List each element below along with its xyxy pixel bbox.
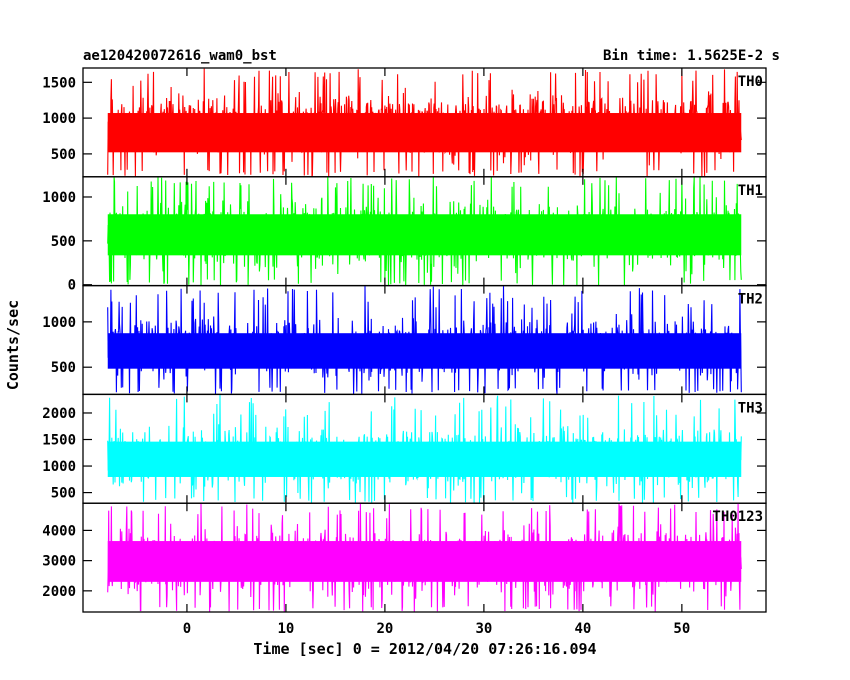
x-tick-label: 50: [673, 621, 690, 637]
y-tick-label: 0: [68, 278, 76, 294]
panel-label-th2: TH2: [738, 292, 763, 308]
panel-frame: [82, 502, 767, 613]
y-tick-label: 1000: [42, 190, 76, 206]
panel-label-th3: TH3: [738, 400, 763, 416]
y-tick-label: 1500: [42, 433, 76, 449]
y-tick-label: 500: [51, 234, 76, 250]
x-tick-label: 0: [183, 621, 191, 637]
y-tick-label: 500: [51, 486, 76, 502]
y-tick-label: 500: [51, 360, 76, 376]
y-axis-label: Counts/sec: [4, 300, 22, 390]
series-band-th0123: [107, 541, 742, 582]
y-tick-label: 1500: [42, 75, 76, 91]
y-tick-label: 1000: [42, 459, 76, 475]
panel-label-th0: TH0: [738, 74, 763, 90]
panel-th0123: 2000 3000 4000 TH0123: [42, 502, 767, 613]
y-tick-label: 1000: [42, 315, 76, 331]
panel-label-th1: TH1: [738, 183, 763, 199]
bin-time-label: Bin time: 1.5625E-2 s: [603, 48, 780, 64]
panel-th1: 0 500 1000 TH1: [42, 176, 767, 294]
series-band-th1: [107, 214, 742, 256]
y-tick-label: 1000: [42, 111, 76, 127]
x-tick-label: 30: [475, 621, 492, 637]
y-tick-label: 3000: [42, 554, 76, 570]
x-tick-labels: 0 10 20 30 40 50: [183, 621, 691, 637]
x-tick-label: 10: [277, 621, 294, 637]
y-tick-label: 2000: [42, 406, 76, 422]
y-tick-label: 500: [51, 147, 76, 163]
y-tick-label: 4000: [42, 523, 76, 539]
series-band-th2: [107, 333, 742, 369]
panel-th3: 500 1000 1500 2000 TH3: [42, 393, 767, 504]
panel-th2: 500 1000 TH2: [42, 284, 767, 396]
panels-group: 500 1000 1500 TH0 0 500 1000 TH1 500 1000 TH2 500 10…: [42, 67, 767, 613]
series-band-th0: [107, 113, 742, 153]
chart-title: ae120420072616_wam0_bst: [83, 48, 277, 64]
series-band-th3: [107, 441, 742, 477]
x-tick-label: 40: [574, 621, 591, 637]
x-axis-label: Time [sec] 0 = 2012/04/20 07:26:16.094: [253, 640, 596, 658]
x-tick-label: 20: [376, 621, 393, 637]
panel-label-th0123: TH0123: [712, 509, 763, 525]
panel-th0: 500 1000 1500 TH0: [42, 67, 767, 178]
y-tick-label: 2000: [42, 584, 76, 600]
